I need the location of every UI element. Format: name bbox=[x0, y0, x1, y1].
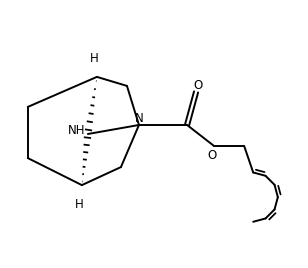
Text: O: O bbox=[207, 148, 216, 162]
Text: H: H bbox=[75, 198, 83, 211]
Text: O: O bbox=[194, 79, 203, 92]
Text: N: N bbox=[135, 112, 143, 125]
Text: H: H bbox=[90, 52, 99, 65]
Text: NH: NH bbox=[68, 125, 85, 137]
